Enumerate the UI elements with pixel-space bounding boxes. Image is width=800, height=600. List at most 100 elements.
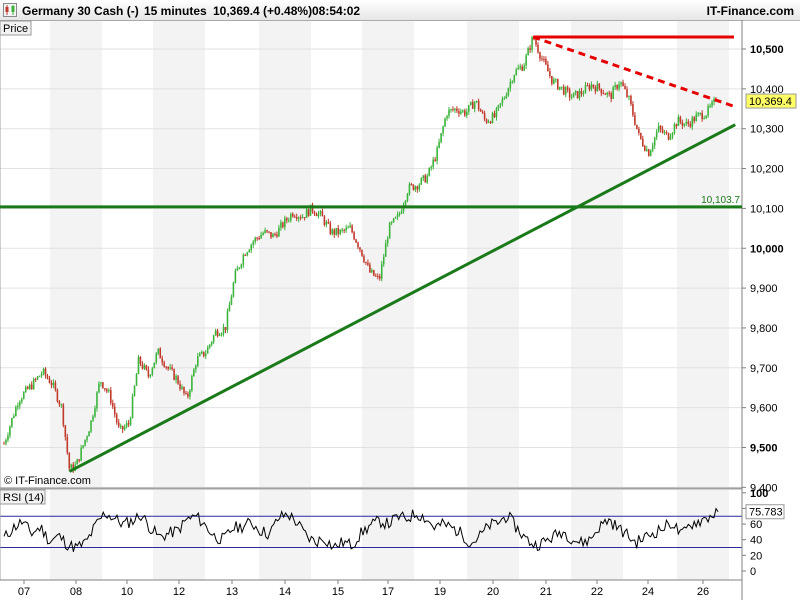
candle-body <box>489 121 492 124</box>
candle-body <box>183 386 185 393</box>
candle-body <box>46 375 49 379</box>
candle-body <box>521 66 523 71</box>
candle-body <box>653 137 656 146</box>
candle-body <box>551 75 553 84</box>
candle-body <box>584 85 587 94</box>
price-tick-label: 10,100 <box>750 203 784 215</box>
candle-body <box>693 117 696 122</box>
price-tick-label: 9,700 <box>750 363 778 375</box>
candle-body <box>647 149 650 157</box>
candle-body <box>442 126 444 134</box>
candle-body <box>220 333 223 336</box>
candle-body <box>289 213 292 221</box>
candle-body <box>620 82 622 85</box>
candle-body <box>438 142 440 148</box>
candle-body <box>301 217 304 219</box>
candle-body <box>15 406 17 417</box>
day-background-bands <box>50 21 729 580</box>
candle-body <box>412 184 415 190</box>
timeframe-label: 15 minutes <box>144 4 207 18</box>
chart-area[interactable]: 10,103.7 10,50010,40010,30010,20010,1001… <box>0 20 800 600</box>
candle-body <box>44 368 47 376</box>
candle-body <box>62 404 65 426</box>
candle-body <box>254 237 256 242</box>
candle-body <box>661 129 664 133</box>
candle-body <box>380 264 383 279</box>
candle-body <box>252 241 254 245</box>
candle-body <box>487 121 490 123</box>
candle-body <box>426 175 429 183</box>
candle-body <box>169 367 171 369</box>
candle-body <box>568 89 571 98</box>
candle-body <box>410 184 413 186</box>
candle-body <box>187 393 189 397</box>
candle-body <box>398 213 401 215</box>
day-band-price <box>50 21 102 488</box>
candle-body <box>369 264 371 273</box>
candle-body <box>297 217 300 219</box>
candle-body <box>555 79 557 81</box>
candle-body <box>527 48 529 56</box>
candle-body <box>137 356 140 375</box>
candle-body <box>185 392 187 394</box>
candle-body <box>466 111 468 116</box>
candle-body <box>475 100 478 103</box>
candle-body <box>361 249 363 257</box>
rsi-label-box <box>0 489 46 505</box>
price-tick-label: 9,800 <box>750 323 778 335</box>
price-tick-label: 9,400 <box>750 482 778 494</box>
date-tick-label: 14 <box>279 586 291 598</box>
candle-body <box>628 96 630 98</box>
candle-body <box>428 167 431 176</box>
candle-body <box>649 150 652 157</box>
candle-body <box>479 109 482 112</box>
candle-body <box>434 159 436 161</box>
candle-body <box>256 237 258 239</box>
candle-body <box>159 348 162 359</box>
candle-body <box>341 229 343 231</box>
candle-body <box>667 133 670 140</box>
candle-body <box>493 113 496 118</box>
rsi-line <box>3 507 719 552</box>
candle-body <box>171 367 173 370</box>
candle-body <box>697 113 699 115</box>
candle-body <box>377 275 379 277</box>
candle-body <box>481 111 484 114</box>
candle-body <box>293 216 296 218</box>
candle-body <box>40 373 43 376</box>
candle-body <box>167 366 169 369</box>
candle-body <box>248 250 251 253</box>
candle-body <box>400 211 403 214</box>
candle-body <box>511 81 514 83</box>
candle-body <box>139 356 142 364</box>
candle-body <box>711 101 713 106</box>
candle-body <box>541 58 543 60</box>
candle-body <box>113 406 116 415</box>
candle-body <box>525 55 527 66</box>
candle-body <box>414 186 417 190</box>
candle-body <box>529 48 531 50</box>
candle-body <box>566 87 569 90</box>
candle-body <box>549 71 551 76</box>
candle-body <box>264 230 266 233</box>
candle-body <box>675 124 678 127</box>
rsi-value-label: 75.783 <box>749 507 783 519</box>
support-level-label: 10,103.7 <box>701 195 740 206</box>
rsi-axis: 10080604020075.783 <box>742 488 785 578</box>
candle-body <box>553 79 555 84</box>
candle-body <box>610 93 612 99</box>
candle-body <box>210 342 213 345</box>
price-tick-label: 9,600 <box>750 403 778 415</box>
candle-body <box>76 459 78 465</box>
candle-body <box>691 117 694 127</box>
candle-body <box>454 108 456 111</box>
candle-body <box>121 425 124 430</box>
candle-body <box>9 426 11 436</box>
candle-body <box>592 84 595 88</box>
candle-body <box>288 220 290 222</box>
candle-body <box>331 229 334 235</box>
candle-body <box>655 131 658 138</box>
candle-body <box>291 213 294 217</box>
candle-body <box>115 414 118 423</box>
candle-body <box>189 390 191 397</box>
